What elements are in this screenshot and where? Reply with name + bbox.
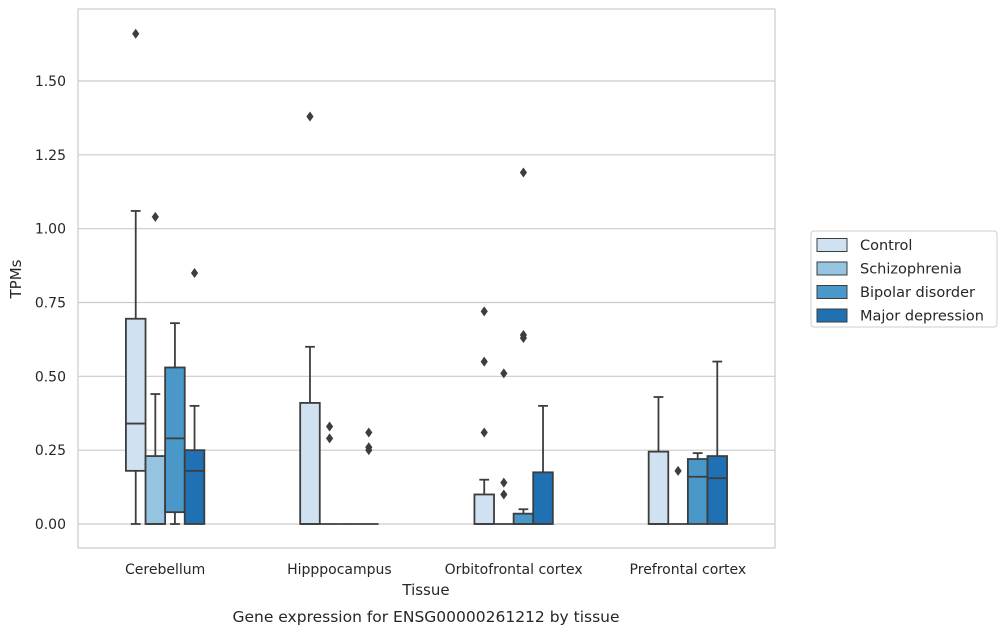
box-iqr <box>144 455 167 525</box>
box-iqr <box>706 455 728 525</box>
y-tick-label: 0.75 <box>35 296 66 312</box>
x-axis-ticks: Cerebellum Hipppocampus Orbitofrontal cort… <box>125 562 746 578</box>
legend-entry: Control <box>860 238 912 254</box>
outlier-point <box>674 465 682 476</box>
box-major-depression <box>358 427 379 525</box>
box-iqr <box>686 458 709 525</box>
box-groups <box>125 28 728 525</box>
legend-swatch <box>816 285 848 299</box>
y-tick-label: 0.25 <box>35 443 66 459</box>
box-control <box>473 306 495 525</box>
x-tick-label: Hipppocampus <box>287 562 392 578</box>
legend-entry: Bipolar disorder <box>860 285 975 301</box>
y-tick-label: 1.50 <box>35 74 66 90</box>
box-control <box>647 396 670 525</box>
outlier-point <box>325 421 334 432</box>
box-iqr <box>647 450 670 525</box>
box-schizophrenia <box>494 368 514 525</box>
legend-frame <box>810 230 998 328</box>
x-tick-label: Prefrontal cortex <box>630 562 747 578</box>
box-major-depression <box>706 360 728 525</box>
outlier-point <box>519 329 528 340</box>
box-bipolar-disorder <box>686 452 709 525</box>
outlier-point <box>151 211 159 222</box>
legend-swatch <box>816 261 848 276</box>
legend-swatch <box>816 308 848 323</box>
box-control <box>299 111 321 525</box>
outlier-point <box>500 489 508 500</box>
outlier-point <box>132 28 140 39</box>
legend: Control Schizophrenia Bipolar disorder Majo… <box>810 230 998 328</box>
box-iqr <box>512 512 535 525</box>
outlier-point <box>500 368 508 379</box>
y-tick-label: 0.50 <box>35 369 66 385</box>
y-tick-label: 1.25 <box>35 148 66 164</box>
x-tick-label: Orbitofrontal cortex <box>445 562 583 578</box>
box-major-depression <box>532 404 554 525</box>
outlier-point <box>325 433 334 444</box>
box-iqr <box>532 471 554 525</box>
outlier-point <box>306 111 314 122</box>
outlier-point <box>190 267 199 278</box>
box-bipolar-disorder <box>164 322 186 525</box>
legend-swatch <box>816 238 848 252</box>
legend-entry: Major depression <box>860 309 984 325</box>
outlier-point <box>480 356 488 367</box>
x-tick-label: Cerebellum <box>125 562 205 578</box>
outlier-point <box>365 427 373 438</box>
box-iqr <box>183 449 206 525</box>
y-axis-ticks: 0.00 0.25 0.50 0.75 1.00 1.25 1.50 <box>35 74 66 533</box>
outlier-point <box>519 167 528 178</box>
box-schizophrenia <box>144 211 167 525</box>
outlier-point <box>480 306 488 317</box>
plot-area-frame <box>77 8 776 549</box>
box-major-depression <box>183 267 206 525</box>
outlier-point <box>500 477 508 488</box>
box-schizophrenia <box>319 421 340 525</box>
y-tick-label: 0.00 <box>35 517 66 533</box>
y-axis-label: TPMs <box>7 259 25 299</box>
outlier-point <box>365 442 373 453</box>
box-iqr <box>125 317 147 472</box>
legend-entry: Schizophrenia <box>860 262 962 278</box>
outlier-point <box>480 427 488 438</box>
box-control <box>125 28 147 525</box>
box-iqr <box>473 493 495 525</box>
y-tick-label: 1.00 <box>35 222 66 238</box>
x-axis-label: Tissue <box>401 581 449 599</box>
box-schizophrenia <box>668 465 688 525</box>
box-iqr <box>299 402 321 525</box>
box-iqr <box>164 366 186 514</box>
chart-caption: Gene expression for ENSG00000261212 by t… <box>232 608 619 626</box>
box-bipolar-disorder <box>512 167 535 525</box>
